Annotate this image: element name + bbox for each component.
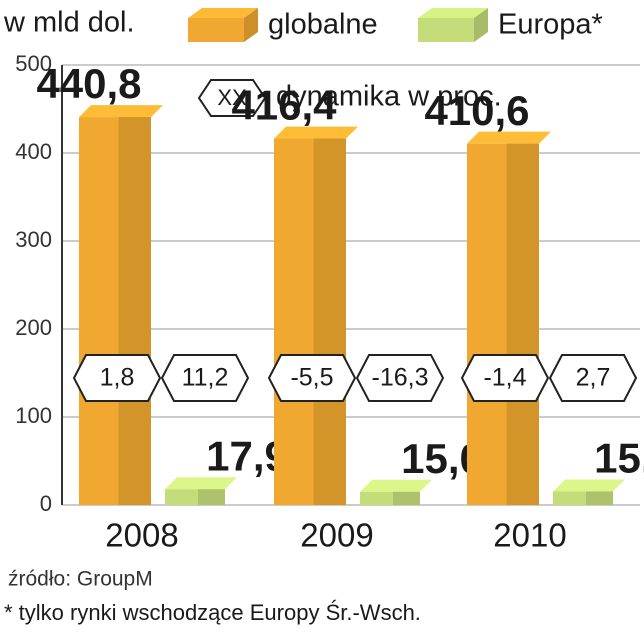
- change-label: -5,5: [290, 364, 333, 392]
- legend-swatch: [188, 18, 244, 42]
- legend-swatch: [418, 18, 474, 42]
- legend-hex-label: dynamika w proc.: [276, 81, 502, 113]
- legend-label: globalne: [268, 9, 378, 41]
- value-label: 410,6: [424, 87, 529, 134]
- bar-shadow: [118, 117, 151, 505]
- bar-shadow: [198, 489, 225, 505]
- change-label: 11,2: [182, 364, 229, 392]
- change-hex: [355, 354, 445, 402]
- change-hex: [160, 354, 250, 402]
- bar-shadow: [393, 491, 420, 505]
- bar-top: [79, 105, 163, 118]
- y-tick-label: 400: [15, 139, 52, 164]
- value-label: 15,4: [594, 435, 644, 482]
- change-label: -1,4: [483, 364, 526, 392]
- bar-top: [553, 479, 625, 492]
- value-label: 416,4: [231, 82, 337, 129]
- change-label: 1,8: [100, 364, 135, 392]
- change-hex: [267, 354, 357, 402]
- bar-top: [274, 126, 358, 139]
- bar-top: [165, 477, 237, 490]
- legend-hex: [197, 79, 267, 117]
- legend-swatch-side: [244, 8, 258, 42]
- change-label: 2,7: [576, 364, 611, 392]
- y-tick-label: 100: [15, 403, 52, 428]
- bar-shadow: [313, 138, 346, 505]
- legend-swatch-top: [418, 8, 488, 18]
- value-label: 440,8: [36, 60, 141, 107]
- y-tick-label: 300: [15, 227, 52, 252]
- legend-hex-symbol: XX: [217, 85, 247, 110]
- change-hex: [72, 354, 162, 402]
- bar-top: [360, 479, 432, 492]
- change-label: -16,3: [372, 364, 429, 392]
- source: źródło: GroupM: [8, 568, 153, 591]
- y-tick-label: 500: [15, 51, 52, 76]
- bar-shadow: [506, 143, 539, 505]
- legend-swatch-side: [474, 8, 488, 42]
- change-hex: [460, 354, 550, 402]
- y-tick-label: 0: [40, 491, 52, 516]
- legend-swatch-top: [188, 8, 258, 18]
- unit-label: w mld dol.: [3, 7, 135, 39]
- change-hex: [548, 354, 638, 402]
- x-tick-label: 2009: [300, 517, 373, 554]
- legend-label: Europa*: [498, 9, 603, 41]
- x-tick-label: 2010: [493, 517, 566, 554]
- bar-shadow: [586, 491, 613, 505]
- footnote: * tylko rynki wschodzące Europy Śr.-Wsch…: [4, 600, 421, 625]
- x-tick-label: 2008: [105, 517, 178, 554]
- y-tick-label: 200: [15, 315, 52, 340]
- bar-top: [467, 131, 551, 144]
